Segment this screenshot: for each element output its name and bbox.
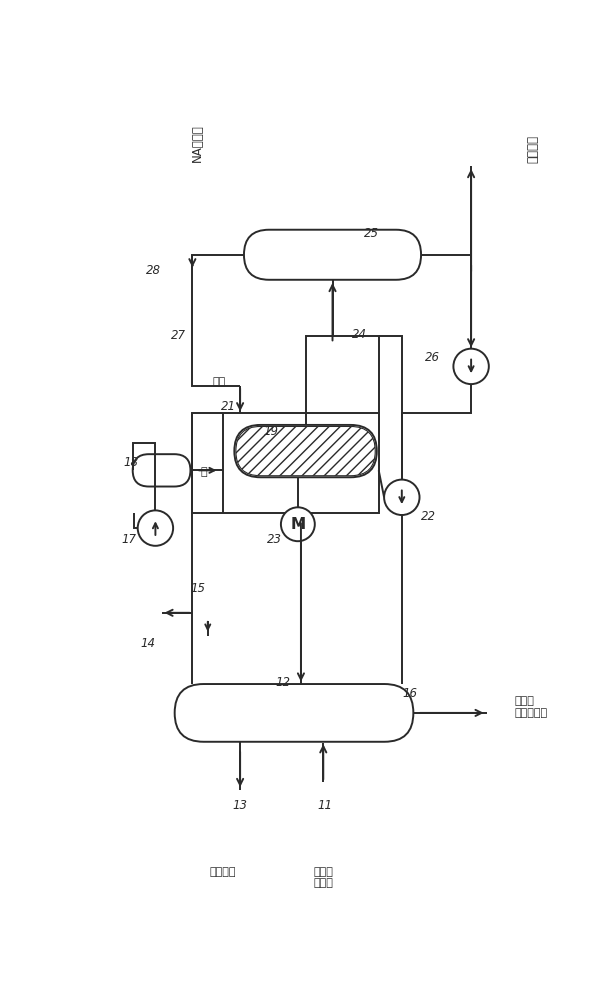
Bar <box>192 413 379 513</box>
Circle shape <box>453 349 489 384</box>
FancyBboxPatch shape <box>244 230 421 280</box>
Text: 19: 19 <box>263 425 279 438</box>
Text: 18: 18 <box>123 456 138 469</box>
Text: 27: 27 <box>171 329 186 342</box>
Circle shape <box>384 480 419 515</box>
Text: 22: 22 <box>421 510 436 523</box>
Text: 13: 13 <box>232 799 248 812</box>
FancyBboxPatch shape <box>234 425 377 477</box>
FancyBboxPatch shape <box>236 426 375 476</box>
Text: 11: 11 <box>317 799 332 812</box>
Text: 21: 21 <box>221 400 236 413</box>
Text: 12: 12 <box>275 676 290 689</box>
Text: 24: 24 <box>352 328 367 341</box>
Text: 烷基化
芳族化合物: 烷基化 芳族化合物 <box>514 696 547 718</box>
Text: 28: 28 <box>146 264 161 277</box>
Text: 水: 水 <box>200 467 207 477</box>
FancyBboxPatch shape <box>133 454 191 487</box>
Text: 丙烯: 丙烯 <box>213 377 226 387</box>
Text: 17: 17 <box>121 533 136 546</box>
Text: 再循环苯: 再循环苯 <box>210 867 236 877</box>
Text: M: M <box>290 517 306 532</box>
Text: 反应器
流出物: 反应器 流出物 <box>313 867 333 888</box>
Text: 16: 16 <box>402 687 417 700</box>
Circle shape <box>138 510 173 546</box>
Text: 14: 14 <box>140 637 155 650</box>
Text: 23: 23 <box>268 533 282 546</box>
Circle shape <box>281 507 315 541</box>
Text: 25: 25 <box>363 227 378 240</box>
Text: NA清除物: NA清除物 <box>191 124 204 162</box>
FancyBboxPatch shape <box>175 684 413 742</box>
Text: 至枯烯塔: 至枯烯塔 <box>526 135 539 163</box>
Text: 15: 15 <box>190 582 205 595</box>
Text: 26: 26 <box>425 351 440 364</box>
